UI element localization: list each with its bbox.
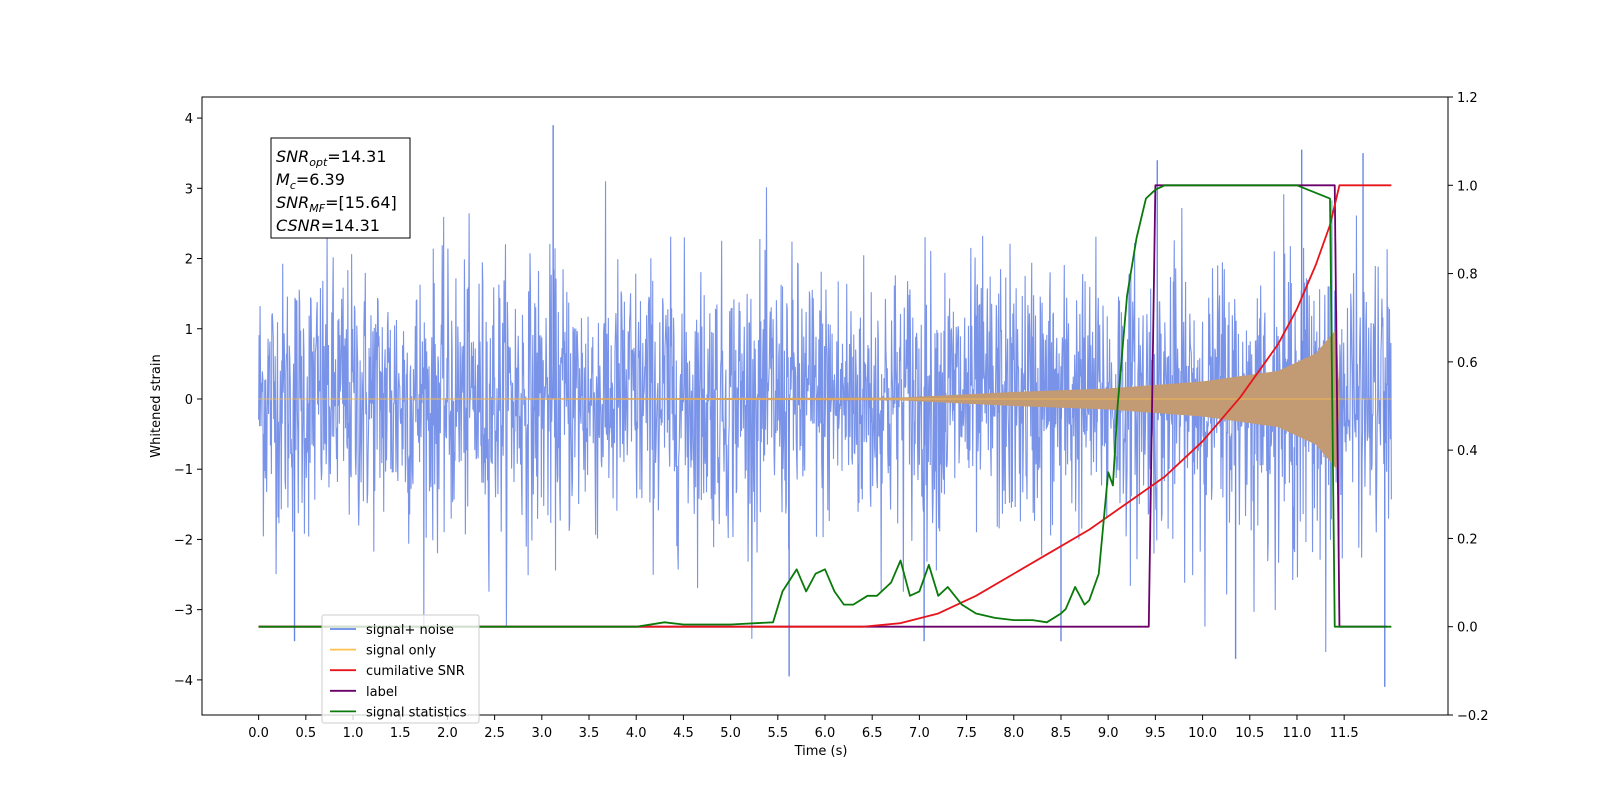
x-tick-label: 8.5 [1051,726,1072,741]
x-tick-label: 3.0 [531,726,552,741]
legend-label: signal only [366,644,436,659]
y-right-axis: −0.2 0.0 0.2 0.4 0.6 0.8 1.0 1.2 [1448,91,1489,724]
y-left-tick-label: −3 [174,604,193,619]
x-tick-label: 3.5 [579,726,600,741]
y-left-tick-label: −1 [174,463,193,478]
signal-only-series [258,328,1392,470]
x-tick-label: 10.5 [1235,726,1264,741]
x-tick-label: 5.5 [767,726,788,741]
y-left-axis: −4 −3 −2 −1 0 1 2 3 4 [174,112,202,689]
y-right-tick-label: 0.2 [1457,532,1478,547]
x-tick-label: 2.5 [484,726,505,741]
right-axis-series-group [258,184,1392,628]
x-tick-label: 4.5 [673,726,694,741]
y-right-tick-label: 1.2 [1457,91,1478,106]
y-right-tick-label: 0.0 [1457,621,1478,636]
y-left-tick-label: 0 [185,393,193,408]
x-tick-label: 6.0 [815,726,836,741]
x-tick-label: 9.5 [1145,726,1166,741]
x-tick-label: 7.5 [956,726,977,741]
x-tick-label: 1.5 [390,726,411,741]
x-tick-label: 10.0 [1188,726,1217,741]
annotation-line: SNRMF=[15.64] [276,193,397,215]
signal-statistics-line [258,184,1392,628]
legend-label: cumilative SNR [366,664,465,679]
legend-frame [321,614,480,724]
y-left-tick-label: 1 [185,323,193,338]
signal-noise-series [258,125,1392,687]
x-tick-label: 2.0 [437,726,458,741]
x-tick-label: 6.5 [862,726,883,741]
y-right-tick-label: −0.2 [1457,709,1489,724]
y-left-tick-label: 4 [185,112,193,127]
y-right-tick-label: 0.8 [1457,268,1478,283]
annotation-line: SNRopt=14.31 [276,147,387,169]
legend: signal+ noise signal only cumilative SNR la… [321,614,480,724]
x-tick-label: 11.0 [1282,726,1311,741]
y-right-tick-label: 0.6 [1457,356,1478,371]
y-left-tick-label: −2 [174,533,193,548]
x-tick-label: 11.5 [1330,726,1359,741]
legend-label: signal+ noise [366,623,454,638]
x-tick-label: 9.0 [1098,726,1119,741]
annotation-line: Mc=6.39 [276,170,345,192]
x-tick-label: 1.0 [343,726,364,741]
annotation-frame [270,137,411,239]
y-right-tick-label: 0.4 [1457,444,1478,459]
x-tick-label: 8.0 [1003,726,1024,741]
annotation-line: CSNR=14.31 [276,216,380,235]
y-left-tick-label: 2 [185,253,193,268]
x-tick-label: 5.0 [720,726,741,741]
x-axis-label: Time (s) [794,744,848,759]
x-tick-label: 0.5 [295,726,316,741]
signal-noise-line [258,181,1392,653]
cumulative-snr-line [258,184,1392,628]
snr-annotation-box: SNRopt=14.31Mc=6.39SNRMF=[15.64]CSNR=14.… [270,137,411,239]
x-tick-label: 7.0 [909,726,930,741]
legend-label: label [366,685,397,700]
x-tick-label: 0.0 [248,726,269,741]
y-right-tick-label: 1.0 [1457,179,1478,194]
y-left-tick-label: 3 [185,182,193,197]
y-axis-label: Whitened strain [149,354,164,457]
y-left-tick-label: −4 [174,674,193,689]
x-tick-label: 4.0 [626,726,647,741]
legend-label: signal statistics [366,705,467,720]
